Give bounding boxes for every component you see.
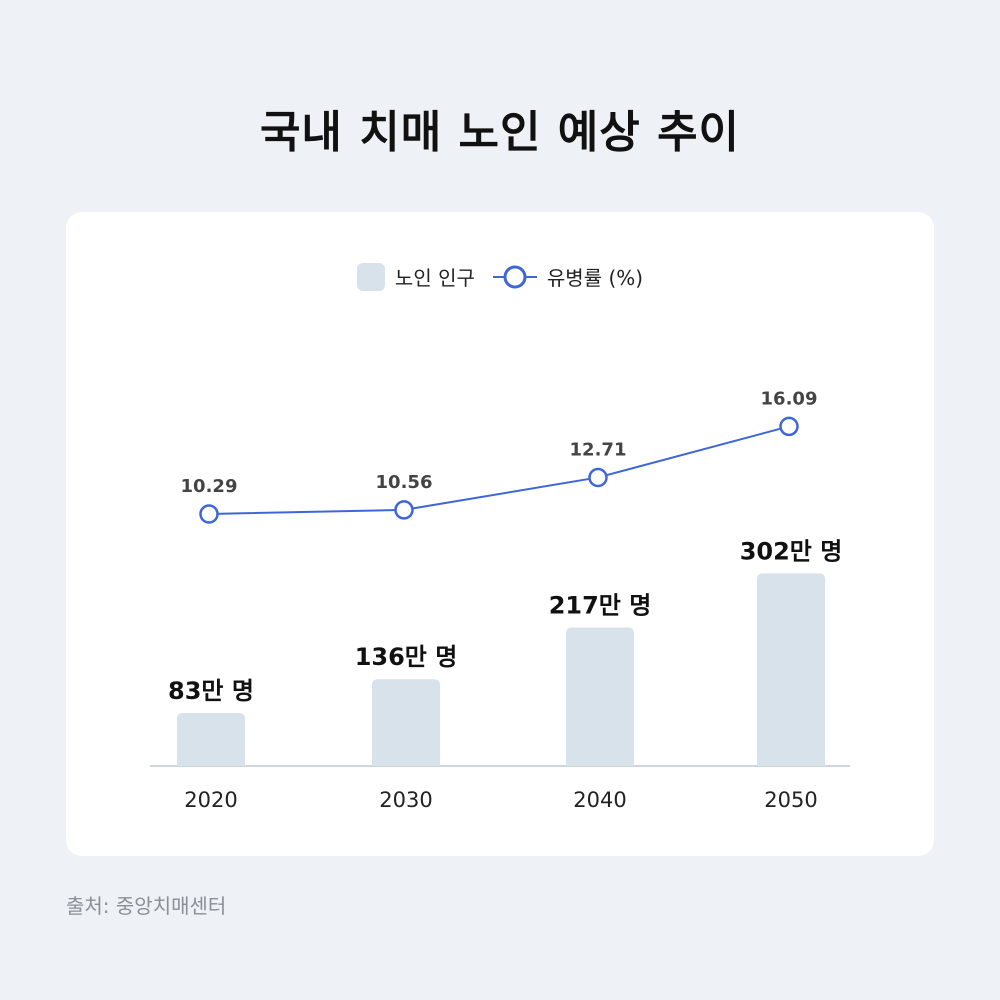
line-point-2020 (199, 504, 219, 524)
legend-bar-swatch (356, 262, 385, 291)
bar-2030 (372, 679, 440, 766)
x-tick-2030: 2030 (379, 788, 432, 812)
bar-2020 (177, 713, 245, 766)
bar-label-2020: 83만 명 (168, 677, 254, 705)
chart-card: 노인 인구 유병률 (%) 83만 명 136만 명 217만 명 302만 명 202… (66, 212, 934, 856)
prevalence-line (208, 425, 790, 515)
x-tick-2050: 2050 (764, 788, 817, 812)
combo-chart: 83만 명 136만 명 217만 명 302만 명 2020 2030 2040 2050 1… (150, 388, 850, 812)
legend-bar-label: 노인 인구 (394, 266, 475, 290)
line-label-2020: 10.29 (181, 476, 238, 497)
line-label-2050: 16.09 (761, 388, 818, 409)
line-point-2040 (588, 467, 608, 488)
legend-line-label: 유병률 (%) (546, 266, 644, 290)
line-point-2030 (394, 500, 414, 520)
bar-label-2030: 136만 명 (355, 643, 458, 671)
line-label-2030: 10.56 (376, 472, 433, 493)
chart-title: 국내 치매 노인 예상 추이 (259, 107, 741, 158)
x-tick-2020: 2020 (184, 788, 237, 812)
line-point-2050 (779, 416, 799, 437)
bar-2050 (757, 573, 825, 766)
legend-item-bar: 노인 인구 (356, 262, 475, 291)
line-label-2040: 12.71 (570, 439, 627, 460)
legend: 노인 인구 유병률 (%) (66, 262, 934, 291)
bar-2040 (566, 627, 634, 766)
x-tick-2040: 2040 (573, 788, 626, 812)
legend-line-swatch (492, 265, 537, 288)
bar-label-2040: 217만 명 (549, 592, 652, 620)
legend-item-line: 유병률 (%) (492, 262, 644, 291)
bar-label-2050: 302만 명 (740, 537, 843, 565)
source-note: 출처: 중앙치매센터 (66, 894, 227, 918)
